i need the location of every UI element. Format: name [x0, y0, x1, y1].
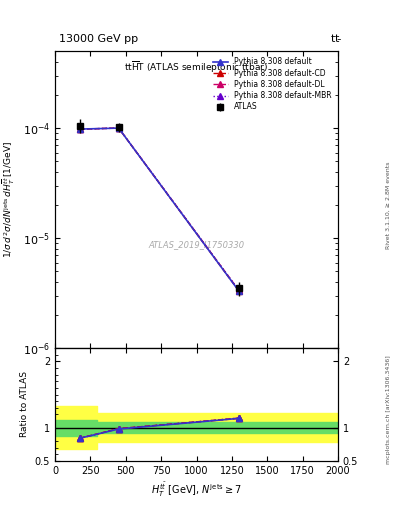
Pythia 8.308 default-CD	[237, 288, 241, 294]
X-axis label: $H_T^{t\bar{t}}$ [GeV], $N^{\mathrm{jets}} \geq 7$: $H_T^{t\bar{t}}$ [GeV], $N^{\mathrm{jets…	[151, 481, 242, 499]
Line: Pythia 8.308 default-MBR: Pythia 8.308 default-MBR	[76, 124, 242, 294]
Line: Pythia 8.308 default: Pythia 8.308 default	[76, 124, 242, 294]
Pythia 8.308 default-DL	[116, 125, 121, 131]
Pythia 8.308 default-CD	[77, 126, 82, 132]
Text: tt$\bar{}$: tt$\bar{}$	[330, 32, 342, 44]
Pythia 8.308 default	[77, 126, 82, 132]
Pythia 8.308 default-CD	[116, 125, 121, 131]
Text: Rivet 3.1.10, ≥ 2.8M events: Rivet 3.1.10, ≥ 2.8M events	[386, 161, 391, 248]
Text: mcplots.cern.ch [arXiv:1306.3436]: mcplots.cern.ch [arXiv:1306.3436]	[386, 355, 391, 464]
Pythia 8.308 default	[237, 288, 241, 294]
Pythia 8.308 default-MBR	[237, 287, 241, 293]
Pythia 8.308 default-DL	[237, 287, 241, 293]
Y-axis label: Ratio to ATLAS: Ratio to ATLAS	[20, 372, 29, 437]
Text: 13000 GeV pp: 13000 GeV pp	[59, 33, 138, 44]
Line: Pythia 8.308 default-DL: Pythia 8.308 default-DL	[76, 124, 242, 294]
Y-axis label: $1/\sigma\,d^2\sigma/dN^{\mathrm{jets}}\,dH_T^{\overline{t}t}\,[1/\mathrm{GeV}]$: $1/\sigma\,d^2\sigma/dN^{\mathrm{jets}}\…	[1, 141, 17, 258]
Pythia 8.308 default	[116, 125, 121, 131]
Line: Pythia 8.308 default-CD: Pythia 8.308 default-CD	[76, 124, 242, 294]
Pythia 8.308 default-DL	[77, 126, 82, 132]
Legend: Pythia 8.308 default, Pythia 8.308 default-CD, Pythia 8.308 default-DL, Pythia 8: Pythia 8.308 default, Pythia 8.308 defau…	[211, 55, 334, 114]
Text: ATLAS_2019_I1750330: ATLAS_2019_I1750330	[149, 240, 244, 249]
Text: tt$\overline{\mathrm{H}}$T (ATLAS semileptonic t$\bar{\mathrm{t}}$bar): tt$\overline{\mathrm{H}}$T (ATLAS semile…	[125, 60, 268, 75]
Pythia 8.308 default-MBR	[116, 125, 121, 131]
Pythia 8.308 default-MBR	[77, 126, 82, 132]
